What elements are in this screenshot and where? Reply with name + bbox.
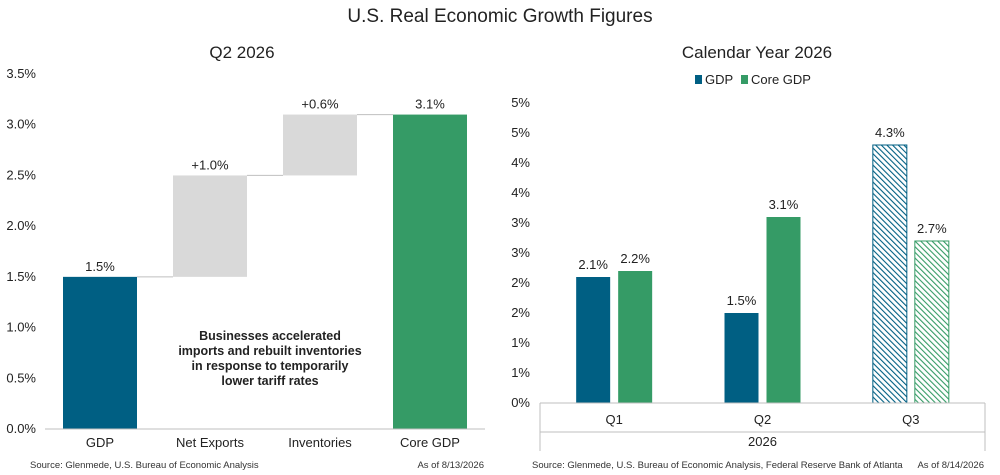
x-group-label: 2026 xyxy=(748,434,777,449)
waterfall-bars: 1.5% +1.0% +0.6% 3.1% xyxy=(63,97,467,430)
y-tick-label: 0.5% xyxy=(6,370,36,385)
y-tick-label: 5% xyxy=(511,125,530,140)
y-tick-label: 0.0% xyxy=(6,421,36,436)
waterfall-bar-inventories xyxy=(283,114,357,176)
y-tick-label: 3.0% xyxy=(6,117,36,132)
waterfall-chart: Q2 2026 0.0% 0.5% 1.0% 1.5% 2.0% 2.5% 3.0% 3.5%… xyxy=(6,43,485,471)
y-tick-label: 2.5% xyxy=(6,167,36,182)
quarterly-y-axis: 0% 1% 1% 2% 2% 3% 3% 4% 4% 5% 5% xyxy=(511,95,530,410)
x-category-label: Q1 xyxy=(605,412,622,427)
y-tick-label: 2% xyxy=(511,275,530,290)
y-tick-label: 4% xyxy=(511,155,530,170)
data-label: 3.1% xyxy=(415,97,445,112)
page-title: U.S. Real Economic Growth Figures xyxy=(347,6,653,27)
x-category-label: Net Exports xyxy=(176,435,244,450)
x-category-label: GDP xyxy=(86,435,114,450)
data-label: 4.3% xyxy=(875,125,905,140)
quarterly-as-of-date: As of 8/14/2026 xyxy=(917,460,984,471)
gdp-bar-q3 xyxy=(872,144,908,404)
y-tick-label: 0% xyxy=(511,395,530,410)
legend-label-core-gdp: Core GDP xyxy=(751,72,811,87)
data-label: 2.7% xyxy=(917,221,947,236)
y-tick-label: 1% xyxy=(511,335,530,350)
quarterly-legend: GDP Core GDP xyxy=(695,72,811,87)
legend-label-gdp: GDP xyxy=(705,72,733,87)
quarterly-x-axis: Q1 Q2 Q3 2026 xyxy=(539,402,986,451)
x-category-label: Core GDP xyxy=(400,435,460,450)
y-tick-label: 1.0% xyxy=(6,320,36,335)
x-category-label: Inventories xyxy=(288,435,352,450)
data-label: +1.0% xyxy=(191,157,229,172)
y-tick-label: 3.5% xyxy=(6,66,36,81)
y-tick-label: 3% xyxy=(511,245,530,260)
annotation-line: Businesses accelerated xyxy=(199,329,341,343)
gdp-bar-q1 xyxy=(576,277,611,403)
annotation-line: imports and rebuilt inventories xyxy=(178,344,361,358)
quarterly-chart-title: Calendar Year 2026 xyxy=(682,43,832,62)
data-label: +0.6% xyxy=(301,97,339,112)
core-gdp-bar-q2 xyxy=(766,217,801,403)
y-tick-label: 1.5% xyxy=(6,269,36,284)
core-gdp-bar-q1 xyxy=(618,271,653,403)
quarterly-bars: 2.1% 2.2% 1.5% 3.1% 4.3% 2.7% xyxy=(576,125,950,404)
annotation-line: lower tariff rates xyxy=(221,374,318,388)
annotation-line: in response to temporarily xyxy=(192,359,349,373)
gdp-bar-q2 xyxy=(724,313,759,403)
core-gdp-bar-q3 xyxy=(914,240,950,404)
data-label: 1.5% xyxy=(85,259,115,274)
x-category-label: Q3 xyxy=(902,412,919,427)
data-label: 3.1% xyxy=(769,197,799,212)
quarterly-bar-chart: Calendar Year 2026 GDP Core GDP 0% 1% 1% 2% 2… xyxy=(511,43,986,471)
waterfall-bar-core-gdp xyxy=(393,114,467,430)
data-label: 2.1% xyxy=(578,257,608,272)
y-tick-label: 2.0% xyxy=(6,218,36,233)
waterfall-as-of-date: As of 8/13/2026 xyxy=(417,460,484,471)
legend-swatch-core-gdp xyxy=(741,75,748,84)
data-label: 1.5% xyxy=(727,293,757,308)
data-label: 2.2% xyxy=(620,251,650,266)
y-tick-label: 1% xyxy=(511,365,530,380)
quarterly-source-note: Source: Glenmede, U.S. Bureau of Economi… xyxy=(532,460,903,471)
waterfall-x-axis: GDP Net Exports Inventories Core GDP xyxy=(45,428,485,450)
waterfall-bar-net-exports xyxy=(173,175,247,277)
y-tick-label: 5% xyxy=(511,95,530,110)
waterfall-source-note: Source: Glenmede, U.S. Bureau of Economi… xyxy=(30,460,259,471)
x-category-label: Q2 xyxy=(754,412,771,427)
waterfall-chart-title: Q2 2026 xyxy=(209,43,274,62)
y-tick-label: 4% xyxy=(511,185,530,200)
waterfall-bar-gdp xyxy=(63,276,137,429)
waterfall-y-axis: 0.0% 0.5% 1.0% 1.5% 2.0% 2.5% 3.0% 3.5% xyxy=(6,66,36,436)
y-tick-label: 2% xyxy=(511,305,530,320)
legend-swatch-gdp xyxy=(695,75,702,84)
y-tick-label: 3% xyxy=(511,215,530,230)
